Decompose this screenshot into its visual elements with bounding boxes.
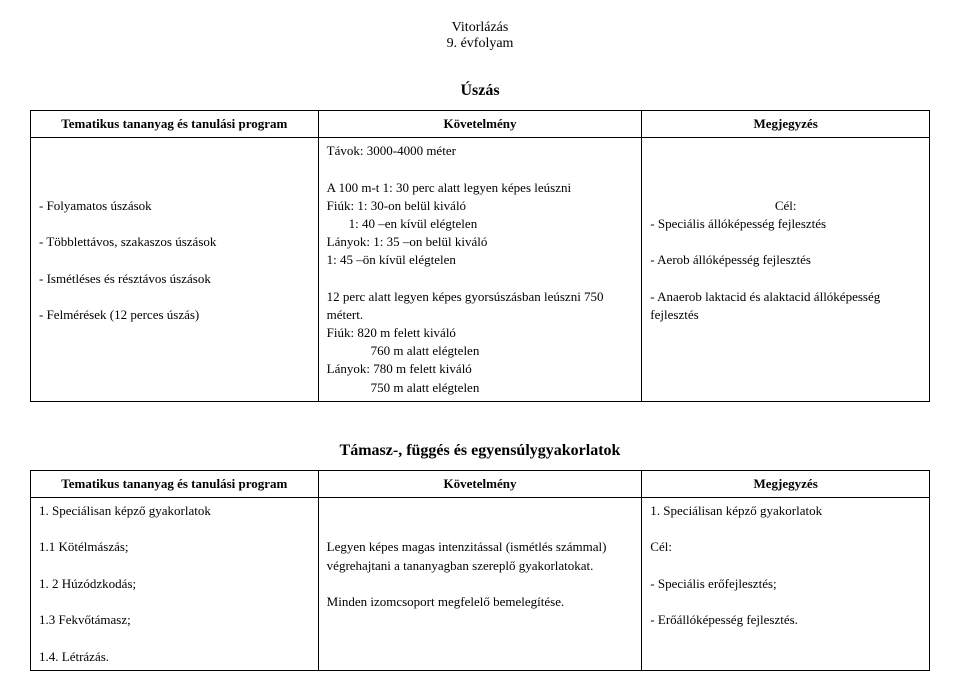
program-line: - Felmérések (12 perces úszás) <box>39 306 310 324</box>
note-line: - Speciális erőfejlesztés; <box>650 575 921 593</box>
cell-note: Cél: - Speciális állóképesség fejlesztés… <box>642 138 930 402</box>
note-line: - Anaerob laktacid és alaktacid állóképe… <box>650 288 921 324</box>
note-line: Cél: <box>650 197 921 215</box>
req-line: 1: 40 –en kívül elégtelen <box>327 215 634 233</box>
req-line: Távok: 3000-4000 méter <box>327 142 634 160</box>
cell-requirement: Legyen képes magas intenzitással (ismétl… <box>318 498 642 671</box>
header-line-2: 9. évfolyam <box>30 36 930 52</box>
program-line: - Ismétléses és résztávos úszások <box>39 270 310 288</box>
program-line: - Folyamatos úszások <box>39 197 310 215</box>
program-line: - Többlettávos, szakaszos úszások <box>39 233 310 251</box>
col-header-3: Megjegyzés <box>642 470 930 497</box>
section2-table: Tematikus tananyag és tanulási program K… <box>30 470 930 671</box>
col-header-3: Megjegyzés <box>642 111 930 138</box>
cell-program: 1. Speciálisan képző gyakorlatok 1.1 Köt… <box>31 498 319 671</box>
req-line: 760 m alatt elégtelen <box>327 342 634 360</box>
req-line: Minden izomcsoport megfelelő bemelegítés… <box>327 593 634 611</box>
col-header-2: Követelmény <box>318 470 642 497</box>
req-line: Lányok: 780 m felett kiváló <box>327 360 634 378</box>
document-header: Vitorlázás 9. évfolyam <box>30 20 930 52</box>
table-row: - Folyamatos úszások - Többlettávos, sza… <box>31 138 930 402</box>
req-line: Lányok: 1: 35 –on belül kiváló <box>327 233 634 251</box>
cell-requirement: Távok: 3000-4000 méter A 100 m-t 1: 30 p… <box>318 138 642 402</box>
req-line: 12 perc alatt legyen képes gyorsúszásban… <box>327 288 634 324</box>
req-line: 750 m alatt elégtelen <box>327 379 634 397</box>
table-header-row: Tematikus tananyag és tanulási program K… <box>31 470 930 497</box>
req-line: A 100 m-t 1: 30 perc alatt legyen képes … <box>327 179 634 197</box>
req-line: 1: 45 –ön kívül elégtelen <box>327 251 634 269</box>
col-header-1: Tematikus tananyag és tanulási program <box>31 470 319 497</box>
req-line: Fiúk: 820 m felett kiváló <box>327 324 634 342</box>
section1-table: Tematikus tananyag és tanulási program K… <box>30 110 930 402</box>
section2-title: Támasz-, függés és egyensúlygyakorlatok <box>30 442 930 460</box>
table-row: 1. Speciálisan képző gyakorlatok 1.1 Köt… <box>31 498 930 671</box>
cell-program: - Folyamatos úszások - Többlettávos, sza… <box>31 138 319 402</box>
col-header-2: Követelmény <box>318 111 642 138</box>
note-line: - Erőállóképesség fejlesztés. <box>650 611 921 629</box>
program-line: 1.1 Kötélmászás; <box>39 538 310 556</box>
req-line: Legyen képes magas intenzitással (ismétl… <box>327 538 634 574</box>
section1-title: Úszás <box>30 82 930 100</box>
note-line: Cél: <box>650 538 921 556</box>
program-line: 1.4. Létrázás. <box>39 648 310 666</box>
program-line: 1. 2 Húzódzkodás; <box>39 575 310 593</box>
req-line: Fiúk: 1: 30-on belül kiváló <box>327 197 634 215</box>
note-line: 1. Speciálisan képző gyakorlatok <box>650 502 921 520</box>
table-header-row: Tematikus tananyag és tanulási program K… <box>31 111 930 138</box>
header-line-1: Vitorlázás <box>30 20 930 36</box>
col-header-1: Tematikus tananyag és tanulási program <box>31 111 319 138</box>
note-line: - Speciális állóképesség fejlesztés <box>650 215 921 233</box>
program-line: 1.3 Fekvőtámasz; <box>39 611 310 629</box>
cell-note: 1. Speciálisan képző gyakorlatok Cél: - … <box>642 498 930 671</box>
program-line: 1. Speciálisan képző gyakorlatok <box>39 502 310 520</box>
note-line: - Aerob állóképesség fejlesztés <box>650 251 921 269</box>
